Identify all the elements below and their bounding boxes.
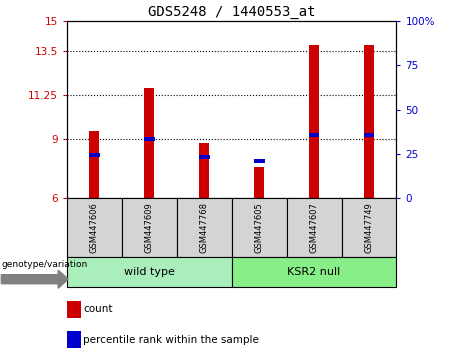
Text: GSM447768: GSM447768 [200,202,209,253]
Bar [144,88,154,198]
FancyArrow shape [1,270,68,288]
Bar [231,198,287,257]
Text: KSR2 null: KSR2 null [287,267,341,277]
Bar [89,131,99,198]
Bar [199,143,209,198]
Bar [67,257,231,287]
Bar [364,133,374,137]
Text: percentile rank within the sample: percentile rank within the sample [83,335,259,344]
Text: GSM447609: GSM447609 [145,202,154,253]
Bar [177,198,231,257]
Bar [144,137,155,141]
Bar [308,133,319,137]
Text: GSM447605: GSM447605 [254,202,264,253]
Bar [254,159,265,163]
Bar [287,198,342,257]
Bar [122,198,177,257]
Text: count: count [83,304,112,314]
Bar [364,45,374,198]
Text: genotype/variation: genotype/variation [1,260,88,269]
Text: wild type: wild type [124,267,175,277]
Text: GSM447607: GSM447607 [309,202,319,253]
Bar [254,167,264,198]
Bar [309,45,319,198]
Title: GDS5248 / 1440553_at: GDS5248 / 1440553_at [148,5,315,19]
Bar [67,331,81,348]
Bar [89,153,100,157]
Text: GSM447749: GSM447749 [365,202,373,253]
Bar [231,257,396,287]
Bar [342,198,396,257]
Bar [67,198,122,257]
Text: GSM447606: GSM447606 [90,202,99,253]
Bar [199,155,210,159]
Bar [67,301,81,318]
